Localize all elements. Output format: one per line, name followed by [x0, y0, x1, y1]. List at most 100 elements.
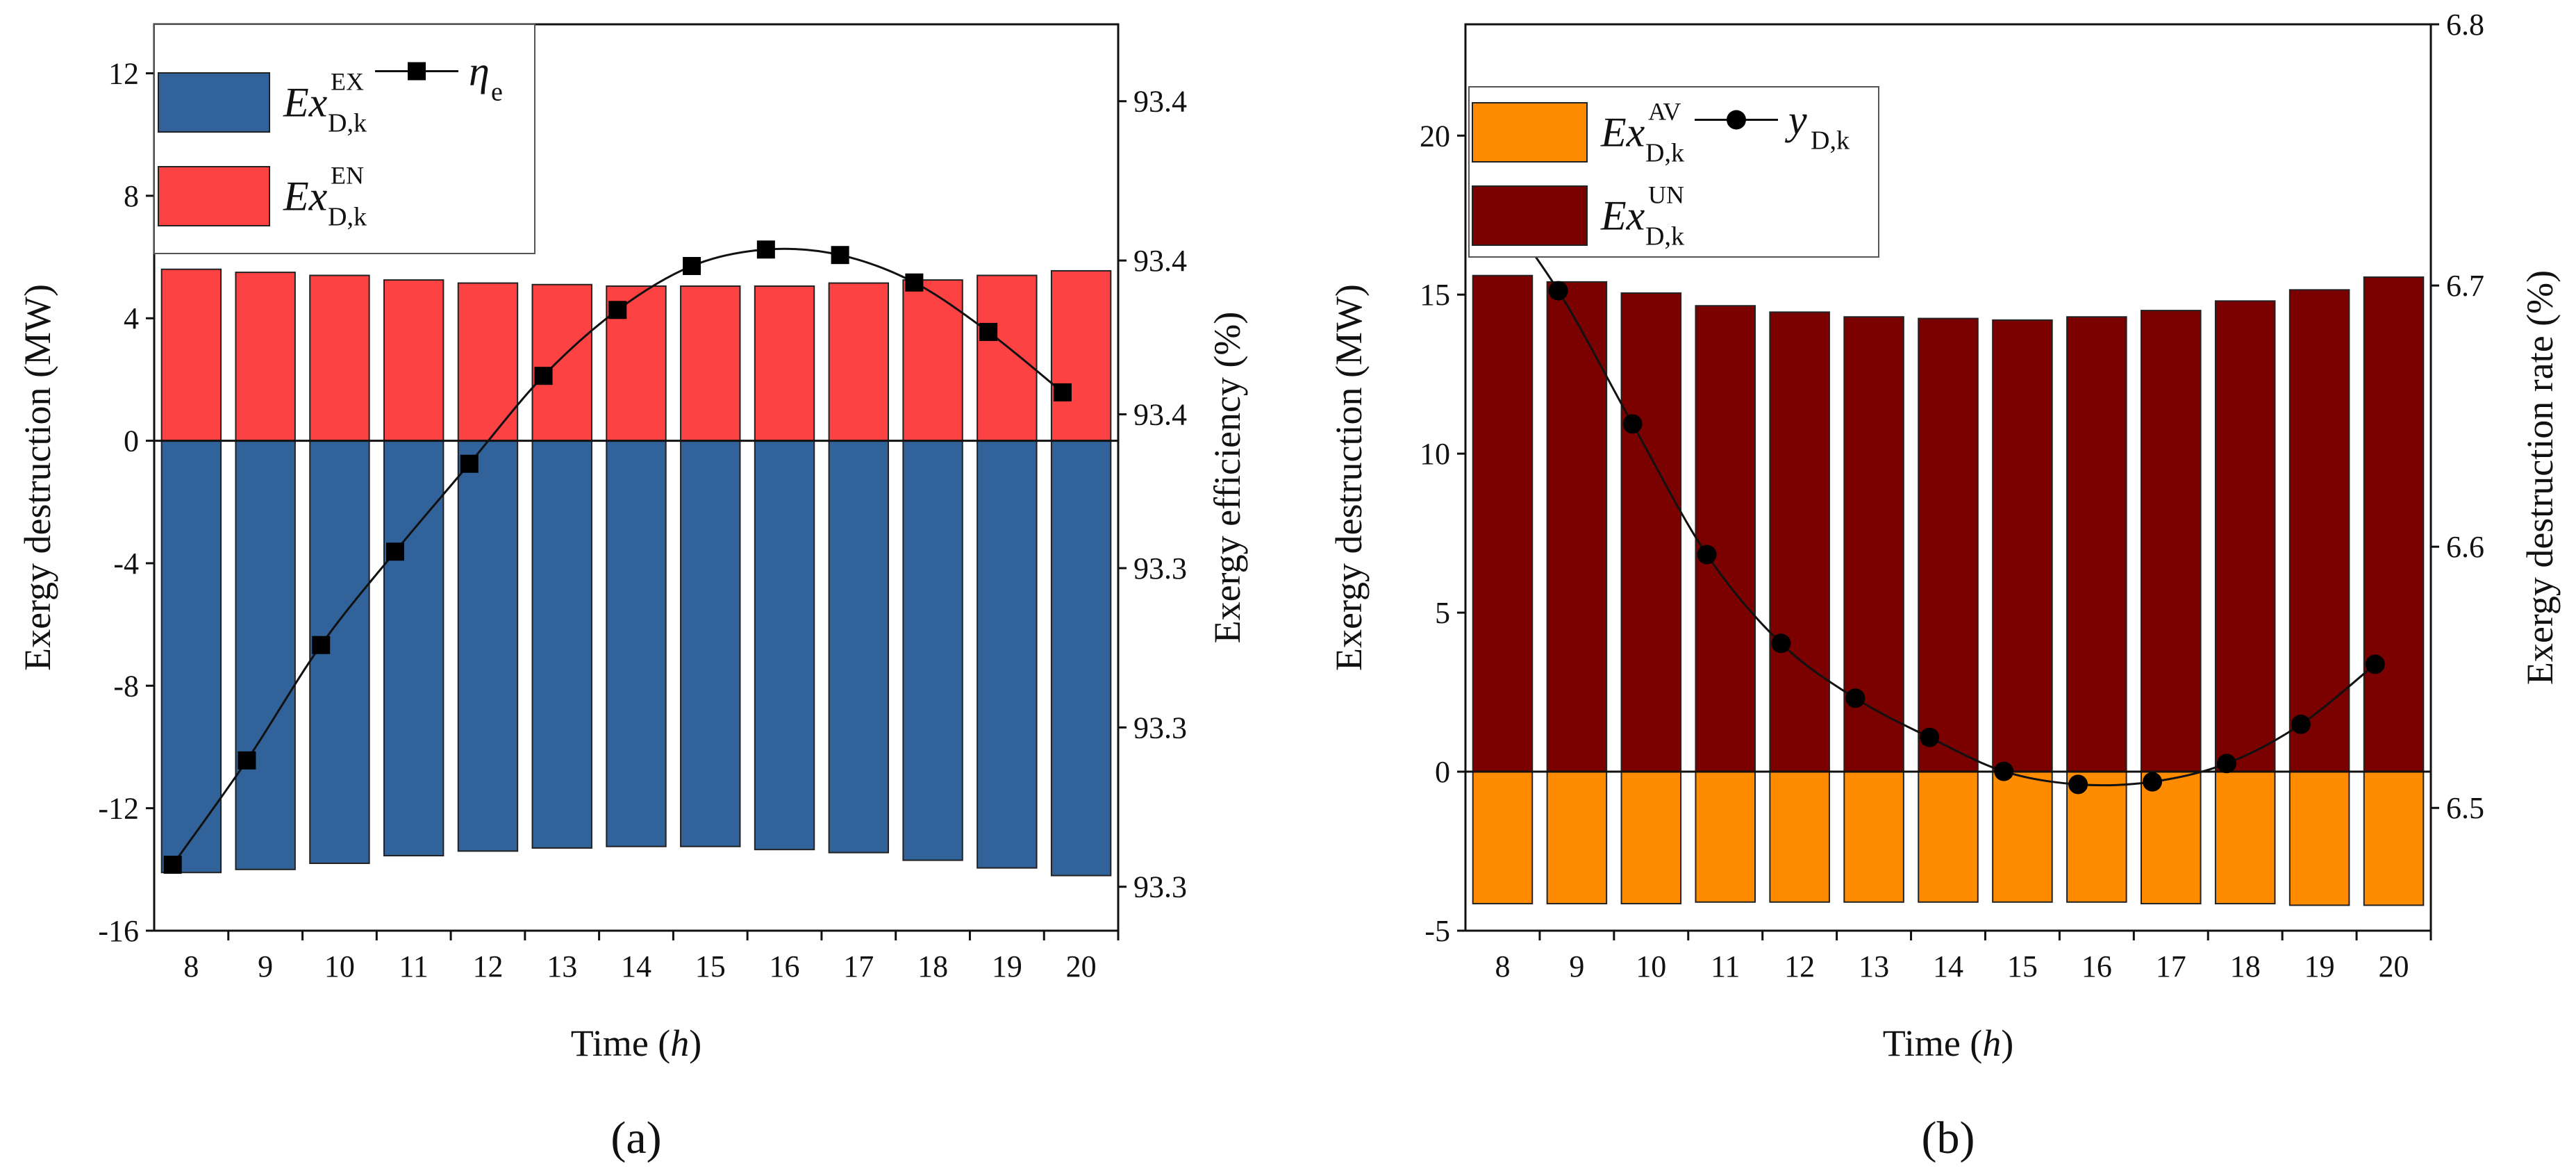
bar-exdkav-17	[2141, 771, 2202, 905]
line-point-18	[2216, 754, 2236, 774]
bar-exdken-16	[754, 285, 815, 442]
bar-exdkav-15	[1992, 771, 2053, 903]
x-tick-label-16: 16	[2081, 949, 2112, 983]
bar-exdkav-10	[1620, 771, 1682, 905]
x-tick-label-11: 11	[1711, 949, 1740, 983]
line-point-17	[831, 246, 849, 265]
y-left-tick-label: 0	[1435, 755, 1450, 789]
bar-exdkav-9	[1546, 771, 1608, 905]
y-left-tick-label: 15	[1420, 278, 1450, 312]
x-axis-title: Time (h)	[1883, 1022, 2014, 1064]
y-left-tick-label: 0	[124, 424, 139, 458]
y-right-tick-label: 93.3	[1133, 870, 1187, 904]
line-point-10	[312, 636, 331, 654]
legend-label-main: y	[1784, 97, 1807, 143]
x-tick-label-19: 19	[992, 949, 1022, 983]
x-tick-label-16: 16	[770, 949, 800, 983]
bar-exdkav-11	[1695, 771, 1756, 903]
x-tick-label-8: 8	[183, 949, 199, 983]
bar-exdkun-16	[2066, 316, 2127, 773]
y-left-tick-label: -12	[98, 792, 139, 826]
legend-swatch	[1472, 185, 1588, 246]
line-point-14	[1920, 727, 1940, 747]
line-point-14	[608, 301, 627, 319]
chart-a: -16 -12 -8 -4 0 4 8 12 93.3 93.3 93.3 93.4 93.4 93.4 8…	[17, 23, 1248, 1163]
y-left-axis-title: Exergy destruction (MW)	[1328, 284, 1370, 671]
x-tick-label-20: 20	[2379, 949, 2409, 983]
line-point-8	[163, 856, 182, 874]
bar-exdken-13	[531, 283, 592, 442]
y-right-tick-label: 6.6	[2446, 530, 2484, 564]
bar-exdkun-18	[2214, 300, 2276, 773]
x-tick-label-11: 11	[399, 949, 429, 983]
legend-swatch	[158, 166, 270, 226]
bar-exdkun-12	[1769, 311, 1830, 773]
bar-exdkun-20	[2363, 276, 2425, 773]
legend-entry-2: Ex D,k EN	[158, 162, 367, 232]
bar-exdkav-13	[1843, 771, 1904, 903]
bar-exdken-20	[1050, 269, 1112, 442]
line-point-9	[1548, 281, 1568, 301]
legend-label-main: Ex	[1600, 193, 1645, 239]
x-tick-label-18: 18	[917, 949, 948, 983]
line-point-10	[1622, 414, 1643, 434]
y-left-tick-label: 8	[124, 179, 139, 213]
x-tick-label-8: 8	[1495, 949, 1510, 983]
line-point-12	[1771, 633, 1791, 654]
legend-label-superscript: UN	[1648, 181, 1684, 209]
line-point-19	[979, 322, 998, 341]
line-point-18	[905, 273, 924, 292]
bar-exdkex-14	[606, 440, 667, 847]
bar-exdken-10	[309, 274, 370, 442]
bar-exdkav-18	[2214, 771, 2276, 905]
x-tick-label-15: 15	[695, 949, 726, 983]
legend-entry-2: Ex D,k UN	[1472, 181, 1684, 251]
line-point-12	[460, 454, 479, 473]
bar-exdken-19	[977, 274, 1038, 442]
x-tick-label-9: 9	[1569, 949, 1584, 983]
x-tick-label-17: 17	[843, 949, 874, 983]
bar-exdkex-20	[1050, 440, 1112, 877]
bar-exdkav-19	[2288, 771, 2350, 906]
line-point-13	[534, 367, 553, 385]
line-point-20	[1053, 383, 1072, 401]
x-tick-label-14: 14	[1933, 949, 1963, 983]
y-left-tick-label: -4	[113, 547, 139, 581]
y-right-tick-label: 6.8	[2446, 8, 2484, 42]
x-tick-label-12: 12	[472, 949, 503, 983]
y-left-tick-label: 20	[1420, 119, 1450, 153]
bar-exdkav-20	[2363, 771, 2425, 906]
bar-exdkex-13	[531, 440, 592, 849]
legend-label-main: Ex	[283, 174, 328, 219]
x-tick-label-18: 18	[2230, 949, 2261, 983]
y-right-tick-label: 93.4	[1133, 398, 1187, 432]
legend-entry-3: y D,k	[1695, 97, 1850, 156]
legend-label-subscript: D,k	[328, 203, 367, 232]
bar-exdkun-19	[2288, 289, 2350, 773]
line-point-19	[2291, 714, 2311, 734]
legend-label-subscript: D,k	[1645, 139, 1684, 168]
legend-label-main: Ex	[1600, 110, 1645, 156]
legend-label-superscript: EN	[331, 162, 364, 190]
legend-label-subscript: e	[491, 78, 503, 107]
line-point-15	[683, 257, 701, 275]
bar-exdkun-15	[1992, 319, 2053, 773]
panel-label: (b)	[1922, 1113, 1975, 1163]
line-point-11	[386, 542, 404, 561]
y-left-tick-label: 4	[124, 301, 139, 335]
bar-exdkex-12	[457, 440, 519, 852]
panel-label: (a)	[610, 1113, 661, 1163]
y-left-tick-label: -5	[1424, 914, 1450, 948]
bar-exdkav-8	[1472, 771, 1534, 905]
x-tick-label-13: 13	[547, 949, 577, 983]
y-left-axis-title: Exergy destruction (MW)	[17, 284, 58, 671]
y-left-tick-label: -16	[98, 914, 139, 948]
x-tick-label-14: 14	[621, 949, 651, 983]
x-tick-label-17: 17	[2156, 949, 2186, 983]
bar-exdken-12	[457, 282, 519, 442]
y-right-axis-title: Exergy destruction rate (%)	[2519, 270, 2561, 685]
bar-exdkun-9	[1546, 281, 1608, 773]
bar-exdkex-11	[383, 440, 444, 856]
bar-exdkun-11	[1695, 305, 1756, 773]
